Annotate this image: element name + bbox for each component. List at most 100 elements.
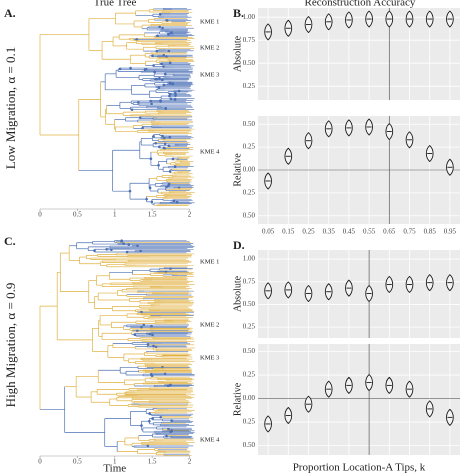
row-label: Low Migration, α = 0.1 bbox=[3, 47, 18, 169]
node-dot bbox=[167, 184, 170, 187]
panel-background bbox=[258, 8, 460, 100]
accuracy-title: Reconstruction Accuracy bbox=[305, 0, 416, 9]
node-dot bbox=[150, 374, 154, 378]
node-dot bbox=[93, 249, 96, 252]
node-dot bbox=[148, 332, 152, 336]
y-axis-title: Relative bbox=[232, 382, 243, 416]
x-tick-label: 0.25 bbox=[302, 228, 315, 236]
node-dot bbox=[158, 12, 162, 16]
node-dot bbox=[137, 101, 140, 104]
node-dot bbox=[143, 68, 147, 72]
panel-label: D. bbox=[233, 238, 245, 252]
node-dot bbox=[127, 243, 131, 246]
node-dot bbox=[155, 49, 159, 53]
node-dot bbox=[163, 142, 167, 146]
node-dot bbox=[157, 86, 161, 89]
y-axis-title: Absolute bbox=[232, 35, 243, 72]
node-dot bbox=[171, 157, 175, 161]
panel-label: B. bbox=[233, 6, 244, 20]
node-dot bbox=[162, 146, 166, 150]
node-dot bbox=[135, 38, 139, 41]
node-dot bbox=[161, 26, 164, 30]
node-dot bbox=[154, 141, 157, 145]
node-dot bbox=[152, 134, 155, 138]
y-tick-label: 0.50 bbox=[243, 120, 256, 128]
x-tick-label: 0.35 bbox=[323, 228, 336, 236]
node-dot bbox=[168, 61, 172, 65]
node-dot bbox=[165, 185, 168, 189]
node-dot bbox=[150, 102, 153, 106]
node-dot bbox=[149, 99, 152, 103]
x-tick-label: 1 bbox=[113, 211, 117, 219]
node-dot bbox=[148, 419, 151, 423]
kme-label: KME 4 bbox=[200, 148, 220, 155]
node-dot bbox=[130, 108, 134, 111]
node-dot bbox=[161, 134, 164, 138]
node-dot bbox=[152, 64, 155, 67]
x-tick-label: 1 bbox=[113, 458, 117, 466]
panel-background bbox=[258, 344, 460, 455]
node-dot bbox=[151, 54, 154, 58]
node-dot bbox=[159, 415, 162, 419]
y-tick-label: 0.50 bbox=[243, 300, 256, 308]
kme-label: KME 2 bbox=[200, 44, 219, 51]
y-tick-label: 0.75 bbox=[243, 277, 256, 285]
x-tick-label: 0.5 bbox=[73, 458, 82, 466]
node-dot bbox=[162, 65, 165, 68]
row-label: High Migration, α = 0.9 bbox=[3, 283, 18, 408]
x-tick-label: 0.85 bbox=[424, 228, 437, 236]
node-dot bbox=[110, 248, 113, 252]
node-dot bbox=[146, 342, 150, 346]
node-dot bbox=[172, 199, 176, 203]
panel-background bbox=[258, 250, 460, 338]
node-dot bbox=[168, 94, 171, 98]
node-dot bbox=[140, 326, 143, 329]
node-dot bbox=[128, 189, 132, 193]
node-dot bbox=[148, 412, 151, 415]
node-dot bbox=[129, 66, 132, 70]
node-dot bbox=[166, 32, 170, 36]
x-tick-label: 0 bbox=[38, 211, 42, 219]
node-dot bbox=[174, 91, 177, 95]
y-tick-label: 1.00 bbox=[243, 13, 256, 21]
y-tick-label: 0.00 bbox=[243, 394, 256, 402]
y-axis-title: Relative bbox=[232, 153, 243, 187]
y-tick-label: 0.25 bbox=[243, 82, 256, 90]
y-tick-label: 0.00 bbox=[243, 166, 256, 174]
node-dot bbox=[136, 329, 139, 333]
y-tick-label: 0.75 bbox=[243, 36, 256, 44]
node-dot bbox=[162, 83, 166, 87]
node-dot bbox=[138, 116, 142, 120]
y-axis-title: Absolute bbox=[232, 275, 243, 312]
node-dot bbox=[168, 136, 172, 139]
kme-label: KME 3 bbox=[200, 354, 219, 361]
x-tick-label: 0.65 bbox=[383, 228, 396, 236]
y-tick-label: 0.25 bbox=[243, 143, 256, 151]
y-tick-label: 0.50 bbox=[243, 59, 256, 67]
x-tick-label: 0.45 bbox=[343, 228, 356, 236]
kme-label: KME 1 bbox=[200, 258, 219, 265]
node-dot bbox=[165, 19, 169, 22]
node-dot bbox=[125, 250, 129, 254]
node-dot bbox=[151, 417, 154, 420]
node-dot bbox=[165, 434, 168, 438]
tree-title: True Tree bbox=[94, 0, 137, 9]
y-tick-label: 0.25 bbox=[243, 418, 256, 426]
node-dot bbox=[173, 98, 177, 101]
kme-label: KME 1 bbox=[200, 18, 219, 25]
node-dot bbox=[158, 145, 161, 149]
x-tick-label: 0.55 bbox=[363, 228, 376, 236]
kme-label: KME 2 bbox=[200, 321, 219, 328]
x-tick-label: 0 bbox=[38, 458, 42, 466]
node-dot bbox=[145, 197, 148, 201]
y-tick-label: 0.50 bbox=[243, 211, 256, 219]
node-dot bbox=[140, 310, 143, 314]
node-dot bbox=[151, 333, 154, 337]
x-tick-label: 0.95 bbox=[444, 228, 457, 236]
node-dot bbox=[133, 333, 137, 336]
node-dot bbox=[169, 430, 172, 433]
x-axis-title: Time bbox=[103, 463, 126, 474]
y-tick-label: 0.25 bbox=[243, 323, 256, 331]
x-tick-label: 0.05 bbox=[262, 228, 275, 236]
node-dot bbox=[169, 97, 173, 101]
